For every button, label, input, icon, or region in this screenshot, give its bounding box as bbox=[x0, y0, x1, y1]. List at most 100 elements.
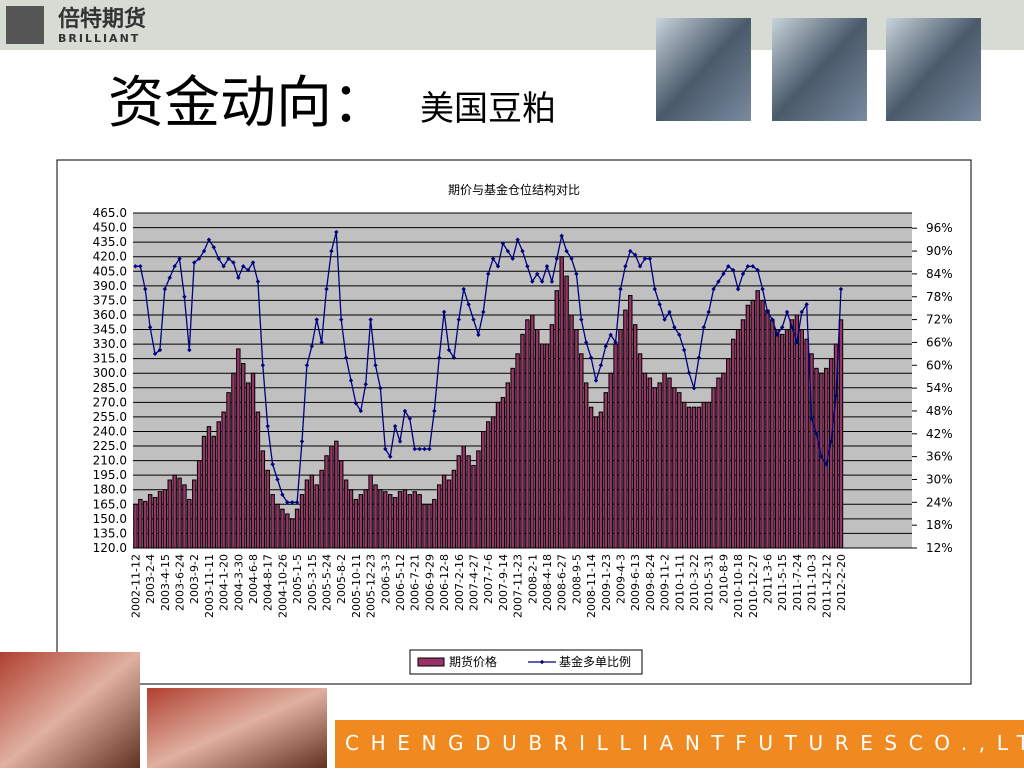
line-marker bbox=[201, 248, 207, 254]
line-marker bbox=[265, 423, 270, 429]
x-tick-label: 2003-11-11 bbox=[203, 554, 216, 618]
bar bbox=[461, 445, 466, 549]
bar bbox=[554, 290, 560, 549]
bar bbox=[397, 491, 403, 549]
x-tick-label: 2005-8-2 bbox=[335, 554, 348, 604]
line-marker bbox=[706, 309, 711, 315]
x-tick-label: 2007-2-16 bbox=[453, 554, 466, 611]
line-marker bbox=[544, 264, 550, 269]
line-marker bbox=[397, 439, 403, 444]
line-marker bbox=[583, 340, 589, 345]
line-marker bbox=[539, 279, 545, 284]
bar bbox=[255, 411, 261, 549]
bar bbox=[711, 387, 716, 549]
line-marker bbox=[579, 317, 584, 322]
line-marker bbox=[486, 271, 491, 277]
line-marker bbox=[231, 260, 236, 265]
line-marker bbox=[353, 401, 359, 406]
bar bbox=[770, 319, 775, 549]
bar bbox=[147, 494, 153, 549]
line-marker bbox=[510, 256, 515, 261]
bar bbox=[794, 314, 800, 549]
y2-tick-label: 36% bbox=[926, 450, 953, 464]
line-marker bbox=[192, 260, 197, 265]
bar bbox=[476, 450, 481, 549]
x-tick-label: 2011-5-15 bbox=[776, 554, 789, 611]
y2-tick-label: 72% bbox=[926, 313, 953, 327]
bar bbox=[618, 329, 623, 549]
bar bbox=[241, 363, 246, 549]
line-marker bbox=[412, 446, 417, 452]
bar bbox=[833, 343, 839, 549]
bar bbox=[245, 382, 251, 549]
line-marker bbox=[221, 264, 226, 269]
bar bbox=[515, 353, 520, 549]
y-tick-label: 330.0 bbox=[93, 337, 127, 351]
line-marker bbox=[402, 408, 408, 414]
line-marker bbox=[143, 286, 148, 292]
bar bbox=[353, 498, 359, 549]
line-marker bbox=[691, 385, 697, 391]
x-tick-label: 2006-9-29 bbox=[423, 554, 436, 611]
line-marker bbox=[383, 446, 388, 452]
line-marker bbox=[490, 256, 496, 261]
line-marker bbox=[564, 248, 569, 254]
line-marker bbox=[476, 332, 481, 338]
line-marker bbox=[334, 229, 339, 235]
line-marker bbox=[784, 309, 790, 315]
line-marker bbox=[716, 279, 721, 284]
bar bbox=[280, 508, 285, 549]
bar bbox=[750, 299, 755, 549]
line-marker bbox=[828, 439, 834, 444]
bar bbox=[500, 396, 506, 549]
bar bbox=[441, 474, 447, 549]
line-marker bbox=[637, 264, 643, 269]
line-marker bbox=[152, 351, 158, 357]
bar bbox=[603, 392, 609, 549]
bar bbox=[647, 377, 653, 549]
line-marker bbox=[427, 446, 432, 452]
line-marker bbox=[226, 256, 231, 261]
line-marker bbox=[363, 382, 368, 387]
line-marker bbox=[172, 264, 177, 269]
legend-label: 基金多单比例 bbox=[559, 654, 631, 669]
x-tick-label: 2006-5-12 bbox=[394, 554, 407, 611]
bar bbox=[672, 387, 677, 549]
bar bbox=[221, 411, 226, 549]
bar bbox=[334, 440, 339, 549]
line-marker bbox=[824, 462, 829, 467]
line-marker bbox=[437, 355, 442, 360]
line-marker bbox=[275, 477, 280, 482]
y2-tick-label: 12% bbox=[926, 541, 953, 555]
x-tick-label: 2011-12-12 bbox=[820, 554, 833, 618]
bar bbox=[490, 416, 496, 549]
line-marker bbox=[721, 271, 726, 277]
line-marker bbox=[446, 347, 452, 353]
bar bbox=[260, 450, 266, 549]
bar bbox=[681, 401, 687, 549]
line-marker bbox=[686, 370, 692, 376]
bar bbox=[721, 372, 726, 549]
line-marker bbox=[554, 256, 559, 261]
bar bbox=[196, 460, 202, 549]
x-tick-label: 2007-9-14 bbox=[497, 554, 510, 611]
photo bbox=[656, 18, 751, 121]
line-marker bbox=[432, 408, 437, 414]
line-marker bbox=[838, 286, 844, 292]
slide-title: 资金动向： bbox=[108, 71, 388, 136]
y-tick-label: 285.0 bbox=[93, 381, 127, 395]
x-tick-label: 2003-9-2 bbox=[188, 554, 201, 604]
x-tick-label: 2012-2-20 bbox=[835, 554, 848, 611]
line-marker bbox=[726, 264, 731, 269]
x-tick-label: 2007-11-23 bbox=[512, 554, 525, 618]
x-tick-label: 2009-11-2 bbox=[659, 554, 672, 611]
line-marker bbox=[593, 378, 599, 383]
line-marker bbox=[667, 309, 672, 315]
line-marker bbox=[294, 500, 300, 505]
bar bbox=[652, 387, 657, 549]
line-marker bbox=[495, 264, 501, 269]
photo bbox=[147, 688, 327, 768]
line-marker bbox=[250, 260, 256, 265]
x-tick-label: 2005-5-24 bbox=[321, 554, 334, 611]
bar bbox=[152, 497, 158, 549]
